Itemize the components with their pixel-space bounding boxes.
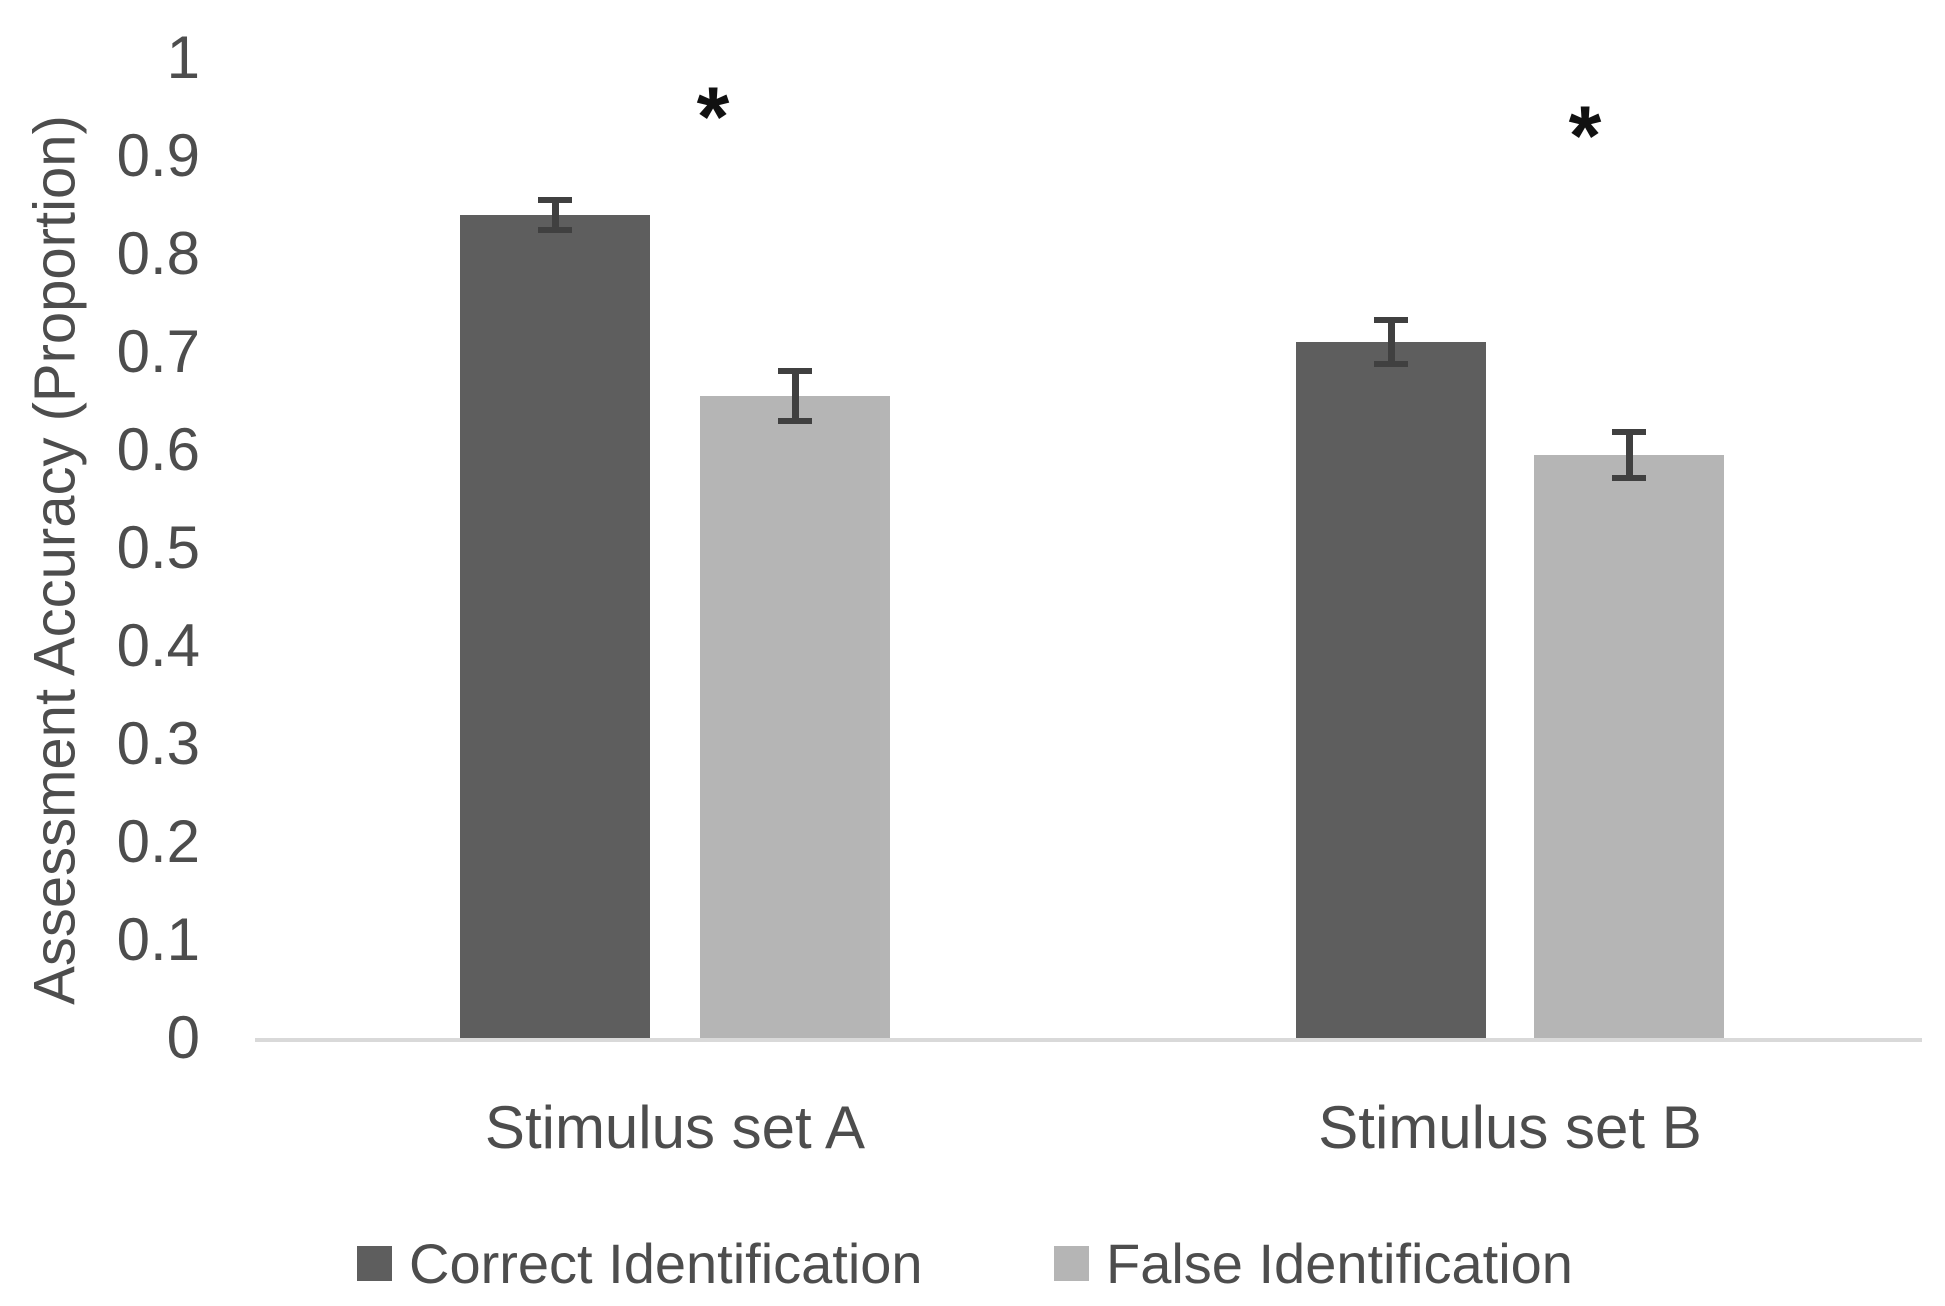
legend-item-false-identification: False Identification: [1054, 1231, 1573, 1295]
x-axis-line: [255, 1038, 1922, 1042]
legend-item-correct-identification: Correct Identification: [357, 1231, 923, 1295]
y-tick-label-0: 0: [166, 1004, 200, 1071]
error-bar-cap-bottom-correct-identification-stimulus-set-a: [538, 227, 572, 233]
error-bar-correct-identification-stimulus-set-b: [1387, 320, 1395, 364]
bar-correct-identification-stimulus-set-b: [1296, 342, 1486, 1038]
y-tick-label-0-8: 0.8: [116, 220, 200, 287]
legend-label-false-identification: False Identification: [1106, 1231, 1573, 1295]
y-tick-label-0-5: 0.5: [116, 514, 200, 581]
error-bar-correct-identification-stimulus-set-a: [551, 200, 559, 230]
error-bar-cap-bottom-false-identification-stimulus-set-b: [1612, 475, 1646, 481]
error-bar-false-identification-stimulus-set-b: [1625, 432, 1633, 478]
bar-false-identification-stimulus-set-a: [700, 396, 890, 1038]
y-tick-label-0-6: 0.6: [116, 416, 200, 483]
legend-swatch-correct-identification: [357, 1245, 392, 1281]
y-tick-label-0-3: 0.3: [116, 710, 200, 777]
error-bar-false-identification-stimulus-set-a: [791, 371, 799, 421]
error-bar-cap-top-false-identification-stimulus-set-a: [778, 368, 812, 374]
error-bar-cap-top-false-identification-stimulus-set-b: [1612, 429, 1646, 435]
y-tick-label-0-9: 0.9: [116, 122, 200, 189]
y-tick-label-0-2: 0.2: [116, 808, 200, 875]
error-bar-cap-top-correct-identification-stimulus-set-b: [1374, 317, 1408, 323]
error-bar-cap-top-correct-identification-stimulus-set-a: [538, 197, 572, 203]
legend-label-correct-identification: Correct Identification: [409, 1231, 923, 1295]
x-label-stimulus-set-b: Stimulus set B: [1318, 1094, 1702, 1161]
asterisk-annotation-stimulus-set-a: *: [696, 69, 730, 164]
y-tick-label-0-1: 0.1: [116, 906, 200, 973]
error-bar-cap-bottom-false-identification-stimulus-set-a: [778, 418, 812, 424]
asterisk-annotation-stimulus-set-b: *: [1568, 88, 1602, 183]
y-tick-label-0-4: 0.4: [116, 612, 200, 679]
bar-correct-identification-stimulus-set-a: [460, 215, 650, 1038]
y-tick-label-0-7: 0.7: [116, 318, 200, 385]
error-bar-cap-bottom-correct-identification-stimulus-set-b: [1374, 361, 1408, 367]
y-tick-label-1: 1: [166, 24, 200, 91]
bar-false-identification-stimulus-set-b: [1534, 455, 1724, 1038]
legend-swatch-false-identification: [1054, 1245, 1089, 1281]
x-label-stimulus-set-a: Stimulus set A: [484, 1094, 866, 1161]
